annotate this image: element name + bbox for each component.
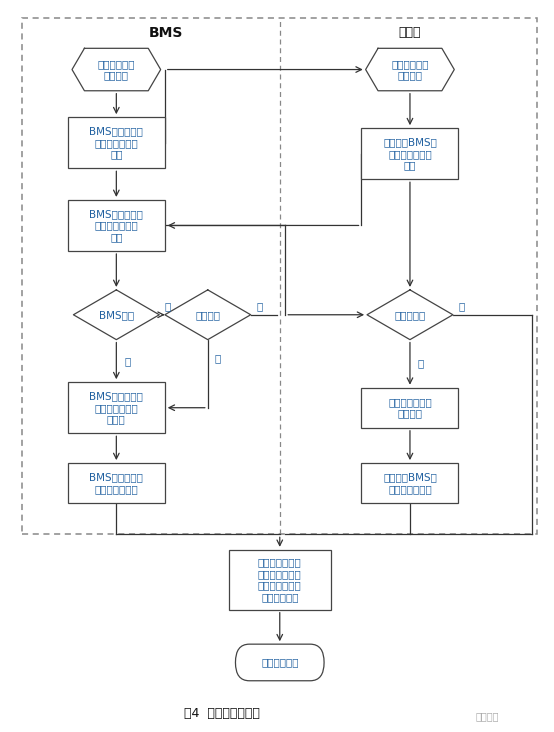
Text: 是: 是 <box>124 356 130 366</box>
Text: 是否充满: 是否充满 <box>195 310 220 320</box>
Text: 继电器闭合，
充电开始: 继电器闭合， 充电开始 <box>391 59 429 81</box>
Text: 否: 否 <box>257 301 263 311</box>
Text: 图4  安全管理流程图: 图4 安全管理流程图 <box>184 707 259 720</box>
Text: BMS: BMS <box>149 26 183 40</box>
Text: 是: 是 <box>214 353 220 363</box>
FancyBboxPatch shape <box>235 644 324 681</box>
FancyBboxPatch shape <box>361 388 458 427</box>
Text: 否: 否 <box>459 301 465 311</box>
FancyBboxPatch shape <box>361 128 458 179</box>
FancyBboxPatch shape <box>68 200 165 251</box>
FancyBboxPatch shape <box>361 463 458 504</box>
Text: BMS向充电机发
送电池充电状态
报文: BMS向充电机发 送电池充电状态 报文 <box>89 209 143 242</box>
FancyBboxPatch shape <box>68 117 165 168</box>
Polygon shape <box>367 290 453 340</box>
FancyBboxPatch shape <box>68 463 165 504</box>
Text: 充电结束阶段: 充电结束阶段 <box>261 657 299 668</box>
Polygon shape <box>366 48 454 91</box>
Text: 电动学堂: 电动学堂 <box>476 711 499 721</box>
Text: 充电机: 充电机 <box>399 26 421 40</box>
Text: 否: 否 <box>165 301 171 311</box>
Polygon shape <box>72 48 161 91</box>
Polygon shape <box>165 290 250 340</box>
FancyBboxPatch shape <box>68 382 165 433</box>
Text: BMS异常: BMS异常 <box>99 310 134 320</box>
Polygon shape <box>73 290 160 340</box>
Text: BMS向充电机发
送停止充电报文: BMS向充电机发 送停止充电报文 <box>89 472 143 494</box>
Text: 充电机异常: 充电机异常 <box>394 310 425 320</box>
FancyBboxPatch shape <box>228 550 331 610</box>
Text: BMS控制电池组
充电主回路继电
器断开: BMS控制电池组 充电主回路继电 器断开 <box>89 391 143 425</box>
Text: 充电机向BMS发
送停止充电报文: 充电机向BMS发 送停止充电报文 <box>383 472 437 494</box>
Text: 充电机主回路继
电器断开: 充电机主回路继 电器断开 <box>388 397 432 419</box>
Text: 充电机向BMS发
送自身充电状态
报文: 充电机向BMS发 送自身充电状态 报文 <box>383 137 437 171</box>
Text: 收到对方的停止
充电信号后各自
断开自己的主回
路并停止充电: 收到对方的停止 充电信号后各自 断开自己的主回 路并停止充电 <box>258 557 301 602</box>
Text: 是: 是 <box>418 359 424 369</box>
Text: BMS向充电机发
送充电级别需求
报文: BMS向充电机发 送充电级别需求 报文 <box>89 126 143 160</box>
Text: 继电器闭合，
充电开始: 继电器闭合， 充电开始 <box>98 59 135 81</box>
